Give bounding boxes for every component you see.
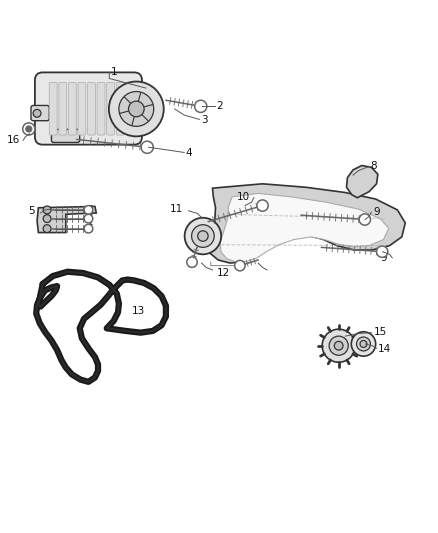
Circle shape	[187, 257, 197, 268]
Text: 8: 8	[371, 160, 377, 171]
Circle shape	[84, 214, 93, 223]
FancyBboxPatch shape	[88, 83, 95, 135]
Text: 12: 12	[217, 268, 230, 278]
Text: 7: 7	[86, 219, 92, 229]
FancyBboxPatch shape	[51, 130, 80, 142]
Text: 2: 2	[216, 101, 223, 111]
FancyBboxPatch shape	[107, 83, 115, 135]
FancyBboxPatch shape	[59, 83, 67, 135]
FancyBboxPatch shape	[97, 83, 105, 135]
FancyBboxPatch shape	[31, 106, 49, 120]
Circle shape	[235, 261, 245, 271]
Circle shape	[257, 200, 268, 211]
Circle shape	[185, 218, 221, 254]
Circle shape	[119, 92, 154, 126]
Circle shape	[43, 225, 51, 232]
Polygon shape	[37, 206, 96, 232]
Text: 3: 3	[201, 115, 207, 125]
Circle shape	[109, 82, 164, 136]
Text: 6: 6	[86, 224, 92, 233]
Text: 10: 10	[237, 192, 251, 202]
Circle shape	[191, 225, 214, 247]
Text: 13: 13	[132, 306, 145, 316]
Text: 6: 6	[86, 205, 92, 215]
Circle shape	[322, 329, 355, 362]
Circle shape	[360, 341, 367, 348]
FancyBboxPatch shape	[49, 83, 57, 135]
Circle shape	[194, 100, 207, 112]
Circle shape	[377, 246, 388, 257]
Circle shape	[26, 126, 32, 132]
Circle shape	[84, 206, 93, 214]
FancyBboxPatch shape	[68, 83, 76, 135]
Circle shape	[128, 101, 144, 117]
Circle shape	[198, 231, 208, 241]
Circle shape	[351, 332, 376, 356]
Circle shape	[334, 341, 343, 350]
Polygon shape	[220, 193, 389, 262]
Text: 6: 6	[86, 214, 92, 224]
Circle shape	[329, 336, 348, 356]
Circle shape	[33, 109, 41, 117]
Polygon shape	[208, 184, 405, 263]
Circle shape	[43, 215, 51, 223]
Text: 4: 4	[186, 148, 193, 158]
Text: 14: 14	[378, 344, 391, 354]
FancyBboxPatch shape	[116, 83, 124, 135]
Circle shape	[359, 214, 371, 225]
Text: 9: 9	[380, 253, 387, 263]
Text: 11: 11	[170, 204, 184, 214]
Circle shape	[43, 206, 51, 214]
Circle shape	[23, 123, 35, 135]
Circle shape	[141, 141, 153, 154]
Text: 15: 15	[374, 327, 387, 337]
FancyBboxPatch shape	[78, 83, 86, 135]
Text: 16: 16	[7, 135, 20, 146]
Polygon shape	[346, 166, 378, 198]
Text: 1: 1	[111, 67, 118, 77]
Text: 5: 5	[28, 206, 35, 216]
Circle shape	[84, 224, 93, 233]
Circle shape	[357, 337, 371, 351]
Text: 9: 9	[373, 207, 380, 216]
FancyBboxPatch shape	[35, 72, 142, 144]
